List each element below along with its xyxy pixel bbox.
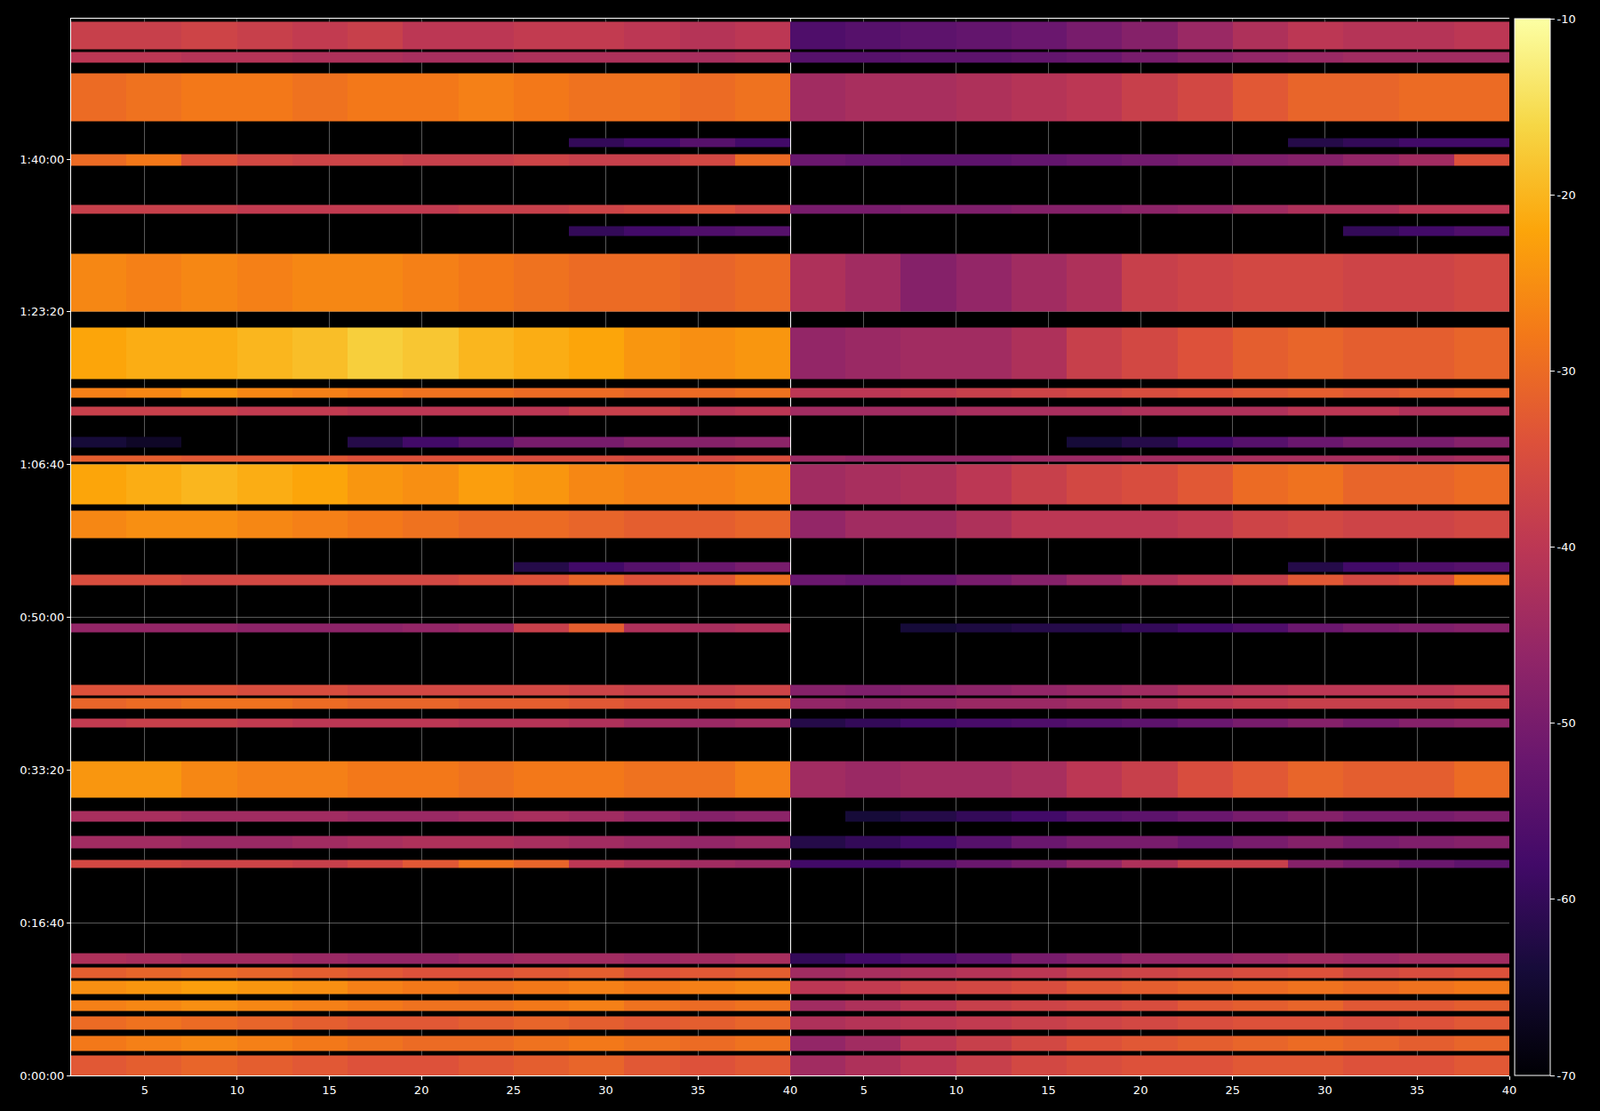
svg-text:5: 5 (141, 1083, 149, 1097)
svg-text:1:23:20: 1:23:20 (19, 304, 64, 319)
svg-text:1:40:00: 1:40:00 (19, 152, 64, 167)
svg-text:-30: -30 (1557, 364, 1576, 378)
svg-text:0:50:00: 0:50:00 (19, 610, 64, 624)
svg-text:25: 25 (1225, 1083, 1241, 1097)
svg-text:-40: -40 (1557, 540, 1576, 554)
svg-text:10: 10 (229, 1083, 245, 1097)
svg-text:-70: -70 (1557, 1069, 1576, 1083)
svg-text:35: 35 (690, 1083, 706, 1097)
svg-text:1:06:40: 1:06:40 (19, 457, 64, 472)
svg-text:40: 40 (1502, 1083, 1518, 1097)
svg-text:40: 40 (783, 1083, 799, 1097)
svg-text:30: 30 (598, 1083, 614, 1097)
svg-text:-60: -60 (1557, 892, 1576, 906)
svg-text:-20: -20 (1557, 188, 1576, 202)
svg-text:0:33:20: 0:33:20 (19, 763, 64, 777)
svg-text:-50: -50 (1557, 716, 1576, 730)
svg-text:20: 20 (1133, 1083, 1149, 1097)
svg-text:-10: -10 (1557, 12, 1576, 26)
svg-text:0:16:40: 0:16:40 (19, 916, 64, 930)
svg-text:25: 25 (506, 1083, 522, 1097)
svg-text:20: 20 (414, 1083, 430, 1097)
svg-text:5: 5 (860, 1083, 868, 1097)
svg-text:35: 35 (1409, 1083, 1425, 1097)
svg-text:15: 15 (321, 1083, 337, 1097)
svg-text:15: 15 (1040, 1083, 1056, 1097)
svg-text:10: 10 (948, 1083, 964, 1097)
svg-text:0:00:00: 0:00:00 (19, 1069, 64, 1083)
svg-text:30: 30 (1317, 1083, 1333, 1097)
